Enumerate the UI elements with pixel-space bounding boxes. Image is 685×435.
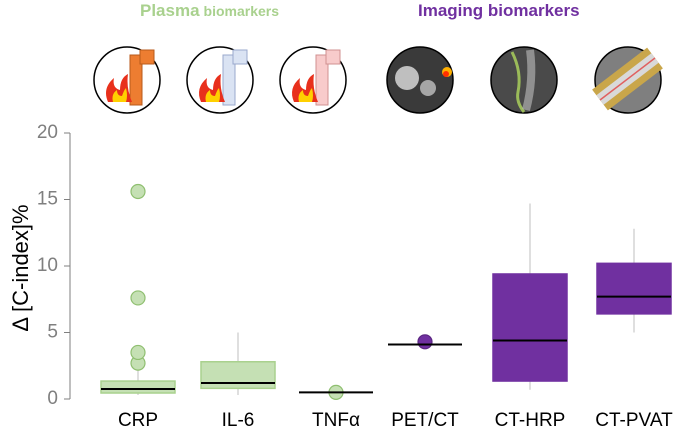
icon-ctpvat <box>592 46 663 114</box>
group-label-sub: biomarkers <box>204 3 280 19</box>
x-tick-label: CRP <box>118 410 158 431</box>
icon-tnfa <box>279 46 347 114</box>
box <box>596 262 672 315</box>
x-tick-label: PET/CT <box>391 410 459 431</box>
y-tick-label: 20 <box>37 122 58 143</box>
group-label-main: Imaging biomarkers <box>418 1 580 20</box>
y-tick-label: 15 <box>37 189 58 210</box>
icons <box>93 46 663 114</box>
icon-cthrp <box>490 46 558 114</box>
icon-crp <box>93 46 161 114</box>
icon-petct <box>386 46 454 114</box>
box <box>200 361 276 390</box>
y-tick-label: 5 <box>47 322 58 343</box>
outlier <box>130 183 146 200</box>
y-axis-label: Δ [C-index]% <box>8 204 33 331</box>
icon-il6 <box>186 46 254 114</box>
x-tick-label: CT-PVAT <box>595 410 673 431</box>
x-tick-label: TNFα <box>312 410 360 431</box>
group-label-main: Plasma <box>140 1 200 20</box>
x-tick-label: IL-6 <box>222 410 255 431</box>
outlier <box>130 344 146 361</box>
x-tick-label: CT-HRP <box>495 410 566 431</box>
outlier <box>130 290 146 306</box>
group-label: Plasma biomarkers <box>140 1 279 20</box>
y-tick-label: 0 <box>47 388 58 409</box>
outlier <box>417 334 433 350</box>
box <box>100 380 176 394</box>
group-label: Imaging biomarkers <box>418 1 580 20</box>
box <box>492 273 568 382</box>
y-tick-label: 10 <box>37 255 58 276</box>
